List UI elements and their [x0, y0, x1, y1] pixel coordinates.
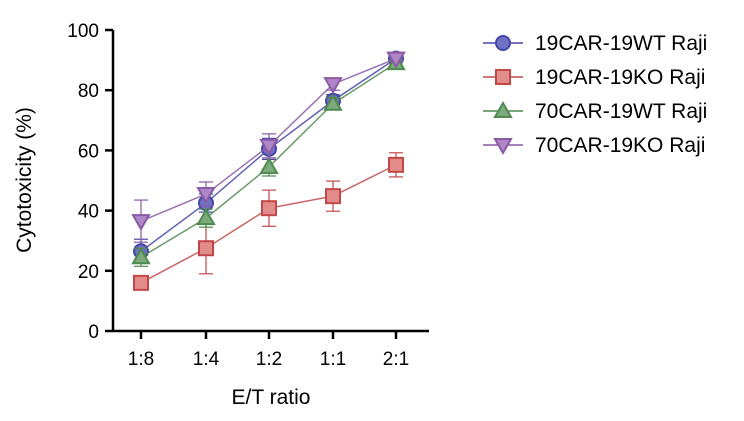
- legend-item-19car-19ko-raji: 19CAR-19KO Raji: [483, 66, 705, 89]
- y-tick-label: 0: [88, 322, 99, 343]
- y-tick-label: 20: [78, 262, 99, 283]
- data-point: [196, 208, 216, 226]
- legend-label: 70CAR-19KO Raji: [535, 134, 705, 157]
- legend-marker: [493, 138, 513, 156]
- data-point: [196, 187, 216, 205]
- x-tick-label: 1:4: [193, 349, 220, 370]
- legend-item-19car-19wt-raji: 19CAR-19WT Raji: [483, 32, 707, 55]
- y-tick-label: 100: [67, 21, 99, 42]
- legend-label: 19CAR-19KO Raji: [535, 66, 705, 89]
- y-tick-label: 40: [78, 202, 99, 223]
- y-tick-label: 60: [78, 141, 99, 162]
- data-point: [133, 274, 149, 291]
- series-layer: [131, 50, 406, 291]
- data-point: [198, 240, 214, 257]
- x-tick-label: 2:1: [383, 349, 409, 370]
- legend-item-70car-19ko-raji: 70CAR-19KO Raji: [483, 134, 705, 157]
- legend-item-70car-19wt-raji: 70CAR-19WT Raji: [483, 100, 707, 123]
- plot-area: 0 20 40 60 80 100 1:8 1:4 1:2 1:1 2:1: [67, 21, 429, 370]
- data-point: [131, 214, 151, 232]
- data-point: [325, 188, 341, 205]
- series-19car-19ko-raji: [133, 152, 404, 291]
- x-tick-label: 1:2: [256, 349, 282, 370]
- series-70car-19wt-raji: [131, 53, 406, 267]
- legend-marker: [493, 100, 513, 118]
- legend-marker: [495, 69, 511, 85]
- y-ticks: 0 20 40 60 80 100: [67, 21, 113, 343]
- series-70car-19ko-raji: [131, 51, 406, 243]
- data-point: [323, 93, 343, 111]
- y-tick-label: 80: [78, 81, 99, 102]
- x-ticks: 1:8 1:4 1:2 1:1 2:1: [128, 331, 409, 370]
- data-point: [259, 138, 279, 156]
- legend-marker: [495, 35, 511, 51]
- data-point: [386, 51, 406, 69]
- data-point: [131, 247, 151, 265]
- data-point: [323, 77, 343, 95]
- data-point: [261, 200, 277, 217]
- legend-label: 19CAR-19WT Raji: [535, 32, 707, 55]
- legend-label: 70CAR-19WT Raji: [535, 100, 707, 123]
- x-axis-title: E/T ratio: [232, 386, 311, 409]
- y-axis-title: Cytotoxicity (%): [13, 107, 36, 253]
- x-tick-label: 1:1: [320, 349, 346, 370]
- x-tick-label: 1:8: [128, 349, 154, 370]
- data-point: [388, 156, 404, 173]
- data-point: [259, 156, 279, 174]
- legend: 19CAR-19WT Raji 19CAR-19KO Raji 70CAR-19WT…: [483, 32, 707, 157]
